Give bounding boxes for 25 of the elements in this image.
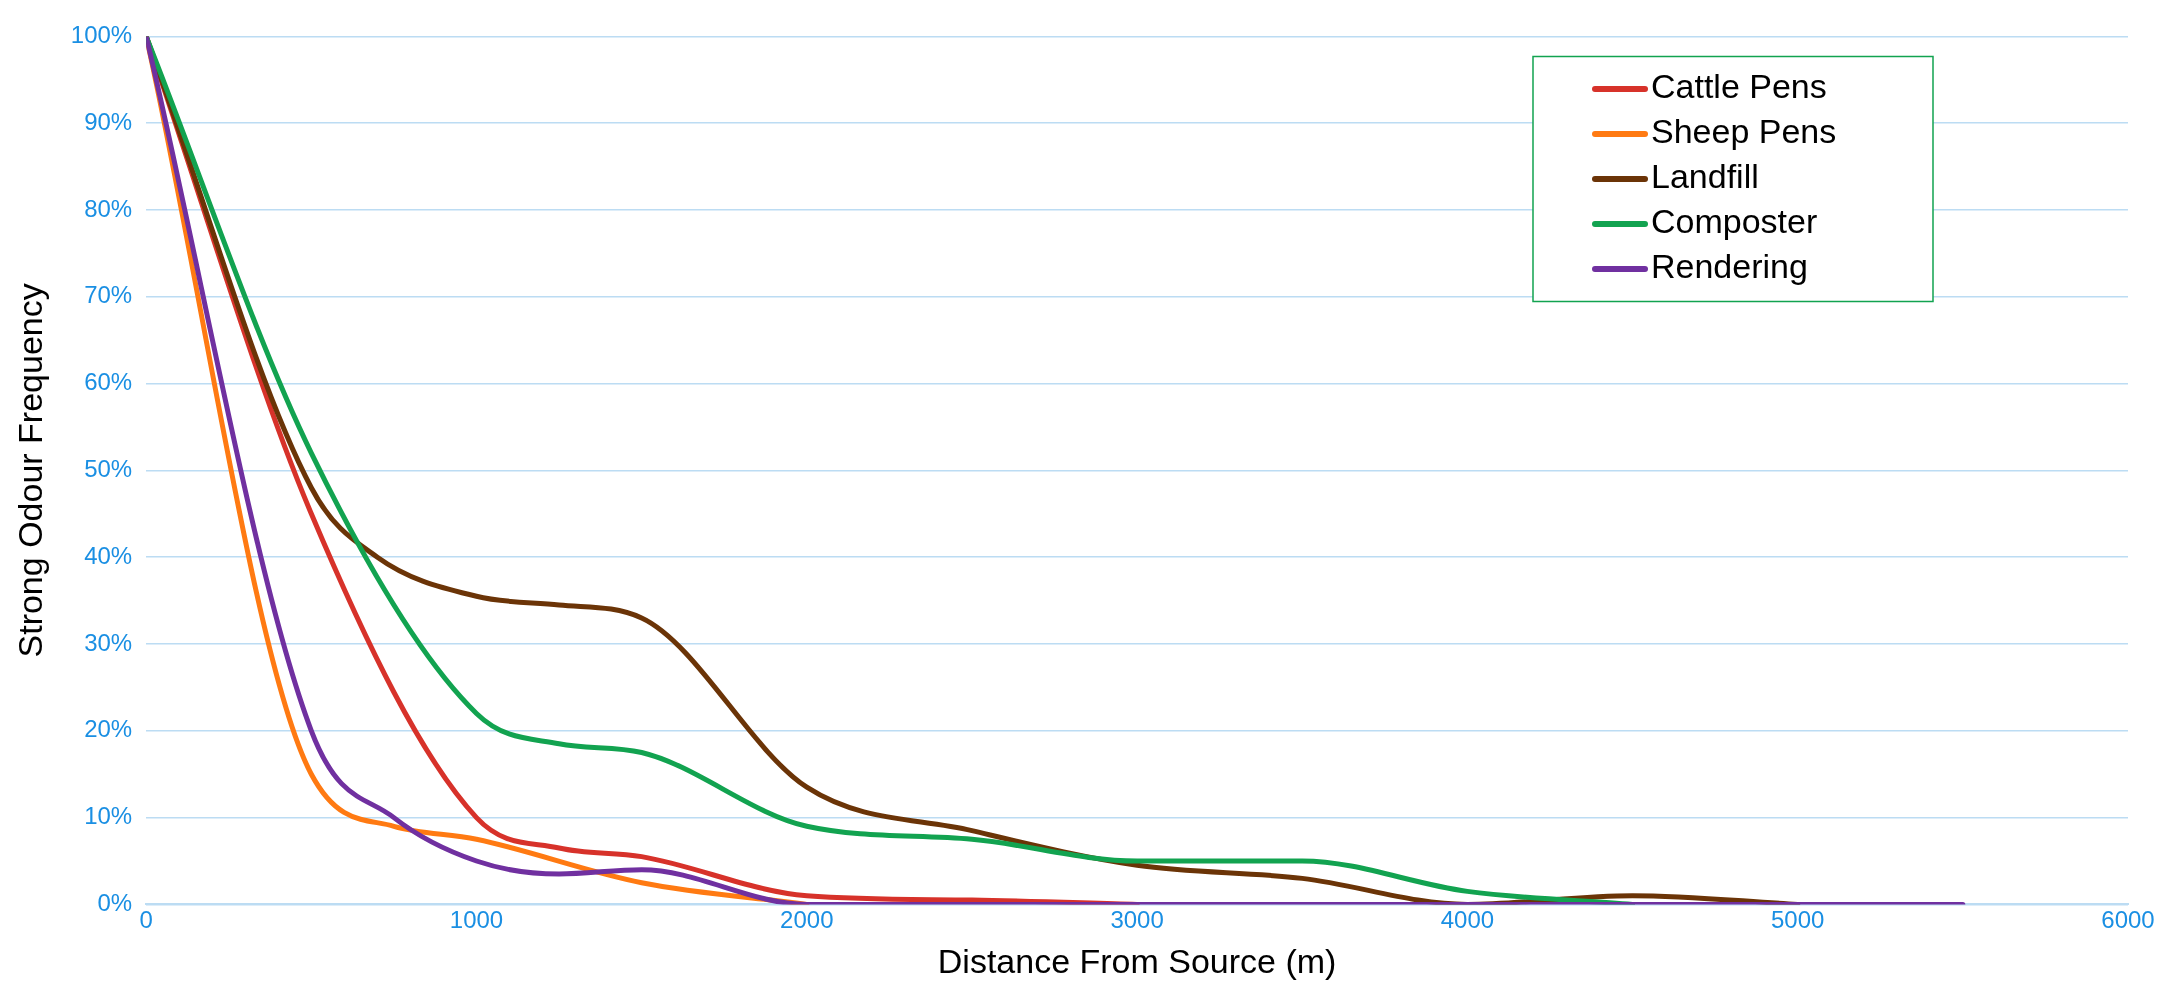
legend-label: Sheep Pens <box>1651 112 1837 151</box>
x-tick-label: 4000 <box>1440 906 1495 934</box>
y-tick-label: 80% <box>84 194 133 222</box>
legend-label: Landfill <box>1651 157 1759 196</box>
y-tick-label: 10% <box>84 802 133 830</box>
y-axis-title: Strong Odour Frequency <box>10 283 49 658</box>
legend-label: Cattle Pens <box>1651 67 1827 106</box>
x-tick-label: 1000 <box>449 906 504 934</box>
y-tick-label: 40% <box>84 541 133 569</box>
y-tick-label: 70% <box>84 281 133 309</box>
x-tick-label: 6000 <box>2101 906 2155 934</box>
legend-label: Composter <box>1651 202 1818 241</box>
x-tick-label: 2000 <box>780 906 834 934</box>
y-tick-label: 0% <box>97 889 133 917</box>
y-tick-label: 60% <box>84 368 133 396</box>
x-tick-label: 3000 <box>1110 906 1164 934</box>
x-axis-title: Distance From Source (m) <box>937 941 1337 980</box>
x-tick-label: 0 <box>139 906 153 934</box>
y-tick-label: 30% <box>84 628 133 656</box>
y-tick-label: 100% <box>70 21 133 49</box>
y-tick-label: 20% <box>84 715 133 743</box>
x-tick-label: 5000 <box>1771 906 1825 934</box>
y-tick-label: 90% <box>84 107 133 135</box>
legend-label: Rendering <box>1651 247 1808 286</box>
y-tick-label: 50% <box>84 455 133 483</box>
